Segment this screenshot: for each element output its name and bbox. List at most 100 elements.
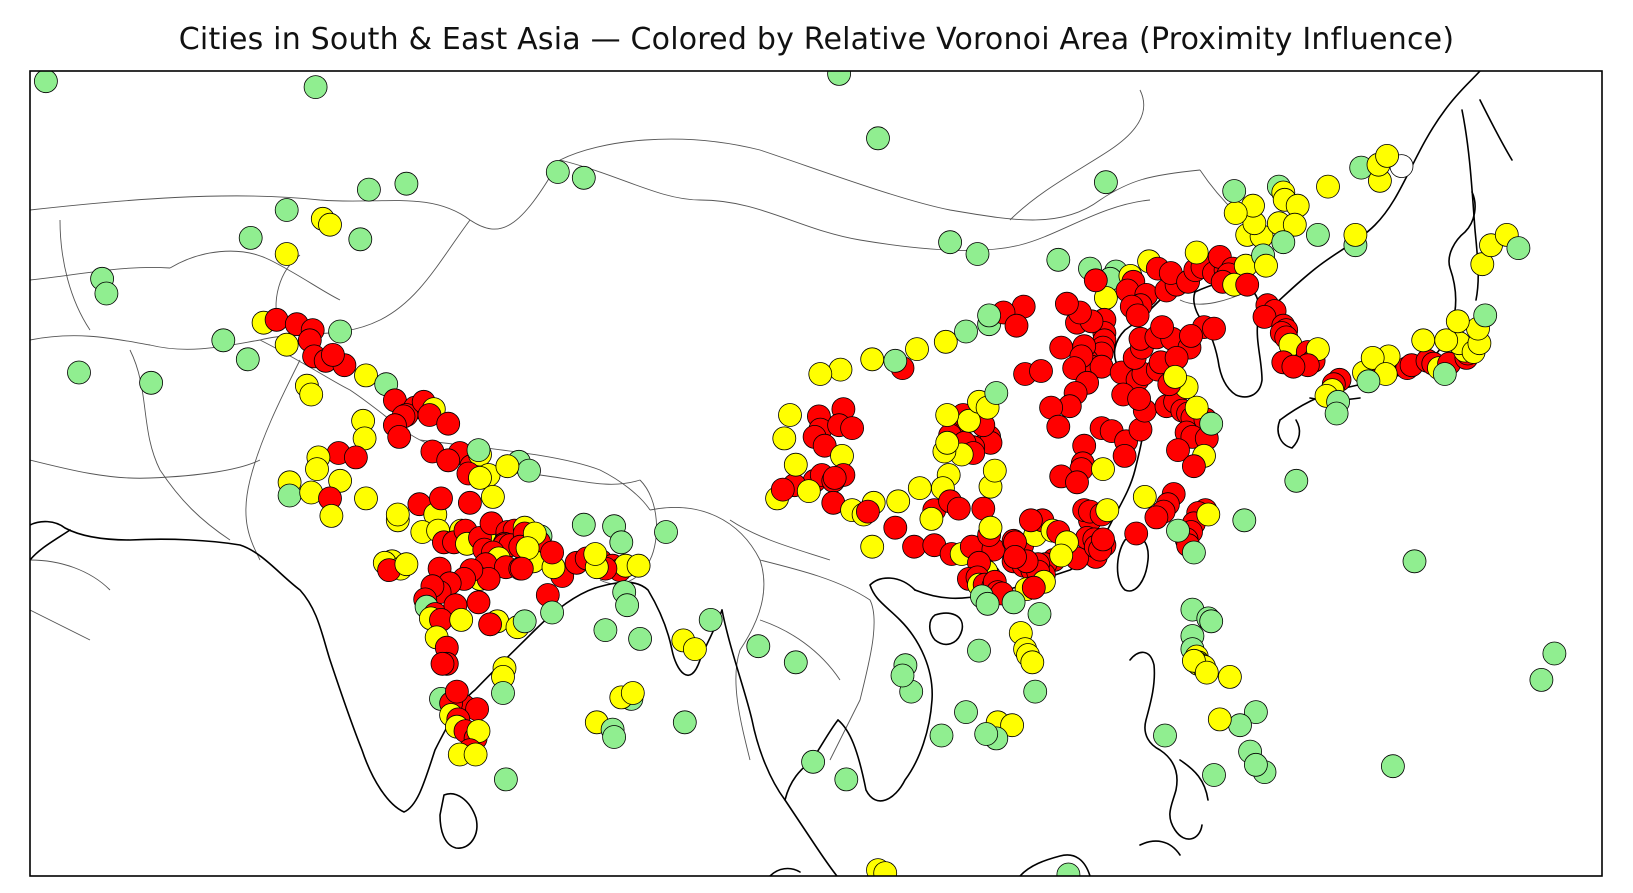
city-marker-large-area (1506, 236, 1531, 261)
city-marker-large-area (1271, 230, 1296, 255)
map-frame (29, 70, 1603, 877)
city-marker-large-area (1324, 401, 1349, 426)
city-marker-small-area (387, 424, 412, 449)
city-marker-small-area (902, 534, 926, 559)
city-marker-small-area (444, 679, 469, 704)
city-marker-medium-area (1445, 309, 1470, 334)
city-marker-large-area (977, 303, 1001, 328)
city-marker-large-area (1199, 411, 1224, 436)
city-marker-large-area (1402, 549, 1427, 574)
city-marker-large-area (1228, 713, 1252, 738)
city-marker-medium-area (626, 553, 651, 578)
city-marker-medium-area (1163, 364, 1187, 389)
city-marker-large-area (654, 520, 678, 544)
city-marker-medium-area (905, 337, 929, 362)
city-marker-large-area (1023, 679, 1048, 704)
city-marker-small-area (946, 496, 971, 521)
city-marker-medium-area (1254, 253, 1278, 278)
city-marker-medium-area (935, 430, 960, 455)
city-marker-small-area (1112, 443, 1137, 468)
city-marker-small-area (840, 416, 864, 441)
city-marker-small-area (1150, 315, 1174, 340)
city-marker-large-area (238, 225, 263, 250)
city-marker-large-area (698, 608, 723, 632)
city-marker-large-area (783, 650, 808, 675)
city-marker-small-area (1046, 414, 1071, 439)
city-marker-large-area (1182, 540, 1206, 565)
city-marker-large-area (1381, 754, 1405, 779)
city-marker-small-area (856, 499, 880, 524)
city-marker-medium-area (1411, 328, 1436, 353)
city-marker-large-area (1199, 609, 1224, 634)
city-marker-medium-area (583, 542, 608, 566)
city-marker-large-area (1222, 179, 1247, 203)
city-marker-small-area (343, 445, 368, 470)
city-marker-large-area (303, 75, 328, 99)
city-marker-small-area (1281, 354, 1306, 379)
city-marker-medium-area (1218, 665, 1242, 689)
city-marker-large-area (834, 767, 859, 792)
city-marker-small-area (1055, 291, 1079, 316)
city-marker-large-area (593, 618, 618, 642)
city-marker-medium-area (319, 504, 344, 528)
city-marker-medium-area (480, 484, 505, 509)
city-marker-large-area (466, 438, 491, 463)
city-marker-large-area (348, 227, 373, 252)
city-marker-medium-area (933, 329, 958, 354)
city-marker-medium-area (1095, 498, 1120, 523)
city-marker-large-area (1473, 303, 1498, 328)
city-marker-medium-area (1360, 345, 1385, 370)
city-marker-large-area (984, 381, 1009, 405)
city-marker-large-area (1001, 590, 1026, 615)
city-marker-large-area (94, 281, 119, 306)
city-marker-large-area (328, 319, 353, 344)
city-marker-medium-area (982, 458, 1007, 483)
city-marker-small-area (1144, 505, 1169, 530)
city-marker-medium-area (683, 637, 707, 661)
city-marker-small-area (1083, 268, 1108, 293)
city-marker-large-area (1166, 518, 1190, 543)
city-marker-medium-area (449, 608, 474, 632)
city-marker-small-area (770, 477, 795, 502)
city-marker-large-area (1284, 468, 1309, 493)
city-marker-large-area (615, 593, 639, 618)
city-marker-small-area (509, 556, 534, 581)
city-marker-large-area (1046, 247, 1071, 272)
city-marker-large-area (628, 627, 652, 651)
city-marker-small-area (1065, 470, 1089, 495)
city-marker-medium-area (778, 403, 802, 427)
city-marker-medium-area (860, 347, 885, 372)
city-marker-large-area (540, 600, 564, 625)
city-marker-medium-area (385, 502, 410, 527)
city-marker-medium-area (808, 362, 833, 386)
city-marker-small-area (1003, 545, 1027, 569)
city-markers (34, 71, 1567, 876)
city-marker-large-area (890, 663, 915, 688)
city-marker-large-area (746, 634, 771, 659)
city-marker-large-area (866, 126, 890, 151)
city-marker-small-area (430, 651, 455, 676)
city-marker-small-area (1235, 272, 1260, 297)
city-marker-small-area (457, 490, 482, 515)
city-marker-large-area (545, 160, 570, 184)
city-marker-medium-area (1196, 502, 1221, 527)
city-marker-medium-area (354, 486, 378, 511)
city-marker-medium-area (1049, 543, 1074, 568)
city-marker-medium-area (620, 681, 645, 705)
city-marker-medium-area (1207, 707, 1232, 732)
city-marker-large-area (1232, 508, 1257, 533)
city-marker-medium-area (873, 861, 898, 876)
city-marker-large-area (602, 725, 626, 749)
city-marker-large-area (1027, 602, 1052, 626)
city-marker-large-area (974, 722, 999, 746)
city-marker-small-area (1125, 303, 1150, 328)
city-marker-medium-area (1091, 457, 1115, 482)
city-marker-large-area (1094, 170, 1118, 195)
city-marker-large-area (1153, 723, 1177, 748)
city-marker-medium-area (1184, 240, 1209, 265)
city-marker-large-area (571, 512, 596, 537)
city-marker-medium-area (978, 515, 1003, 540)
city-marker-small-area (478, 612, 503, 637)
city-marker-medium-area (919, 507, 944, 531)
